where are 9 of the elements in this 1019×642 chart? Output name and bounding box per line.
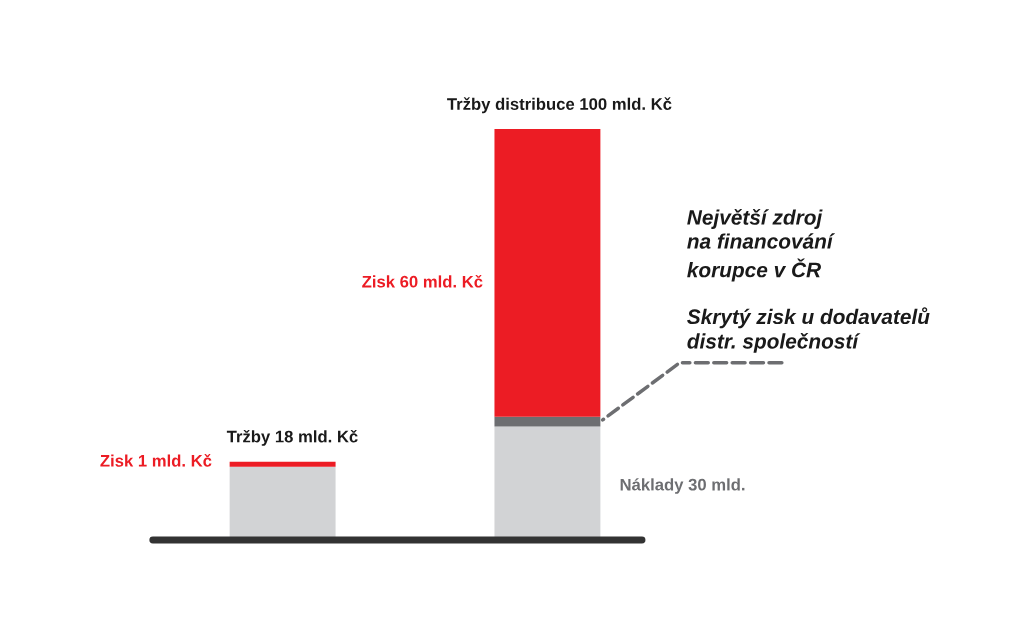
annotation: Náklady 30 mld.: [620, 478, 745, 494]
annotation: Tržby 18 mld. Kč: [226, 429, 358, 446]
annotation: Zisk 60 mld. Kč: [362, 274, 483, 288]
annotation: Zisk 1 mld. Kč: [100, 454, 212, 467]
text: Největší zdroj na financování korupce v ČR: [687, 209, 835, 282]
bar: [229, 461, 336, 467]
text: Skrytý zisk u dodavatelů distr. společností: [687, 307, 930, 353]
bar: [494, 129, 601, 417]
text: Tržby distribuce 100 mld. Kč: [447, 97, 672, 114]
